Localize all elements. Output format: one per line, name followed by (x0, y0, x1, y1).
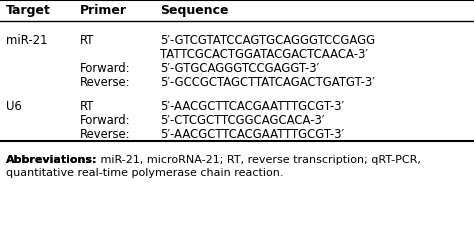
Text: 5′-GTCGTATCCAGTGCAGGGTCCGAGG: 5′-GTCGTATCCAGTGCAGGGTCCGAGG (160, 34, 375, 47)
Text: 5′-GTGCAGGGTCCGAGGT-3′: 5′-GTGCAGGGTCCGAGGT-3′ (160, 62, 319, 75)
Text: Forward:: Forward: (80, 62, 131, 75)
Text: Abbreviations:: Abbreviations: (6, 154, 98, 164)
Text: Forward:: Forward: (80, 114, 131, 126)
Text: quantitative real-time polymerase chain reaction.: quantitative real-time polymerase chain … (6, 167, 283, 177)
Text: RT: RT (80, 34, 94, 47)
Text: 5′-GCCGCTAGCTTATCAGACTGATGT-3′: 5′-GCCGCTAGCTTATCAGACTGATGT-3′ (160, 76, 375, 89)
Text: RT: RT (80, 100, 94, 112)
Text: Sequence: Sequence (160, 4, 228, 17)
Text: Target: Target (6, 4, 51, 17)
Text: 5′-CTCGCTTCGGCAGCACA-3′: 5′-CTCGCTTCGGCAGCACA-3′ (160, 114, 325, 126)
Text: 5′-AACGCTTCACGAATTTGCGT-3′: 5′-AACGCTTCACGAATTTGCGT-3′ (160, 100, 344, 112)
Text: miR-21, microRNA-21; RT, reverse transcription; qRT-PCR,: miR-21, microRNA-21; RT, reverse transcr… (98, 154, 421, 164)
Text: Reverse:: Reverse: (80, 76, 131, 89)
Text: Abbreviations:: Abbreviations: (6, 154, 98, 164)
Text: miR-21: miR-21 (6, 34, 47, 47)
Text: Reverse:: Reverse: (80, 128, 131, 140)
Text: U6: U6 (6, 100, 22, 112)
Text: TATTCGCACTGGATACGACTCAACA-3′: TATTCGCACTGGATACGACTCAACA-3′ (160, 48, 368, 61)
Text: 5′-AACGCTTCACGAATTTGCGT-3′: 5′-AACGCTTCACGAATTTGCGT-3′ (160, 128, 344, 140)
Text: Primer: Primer (80, 4, 127, 17)
